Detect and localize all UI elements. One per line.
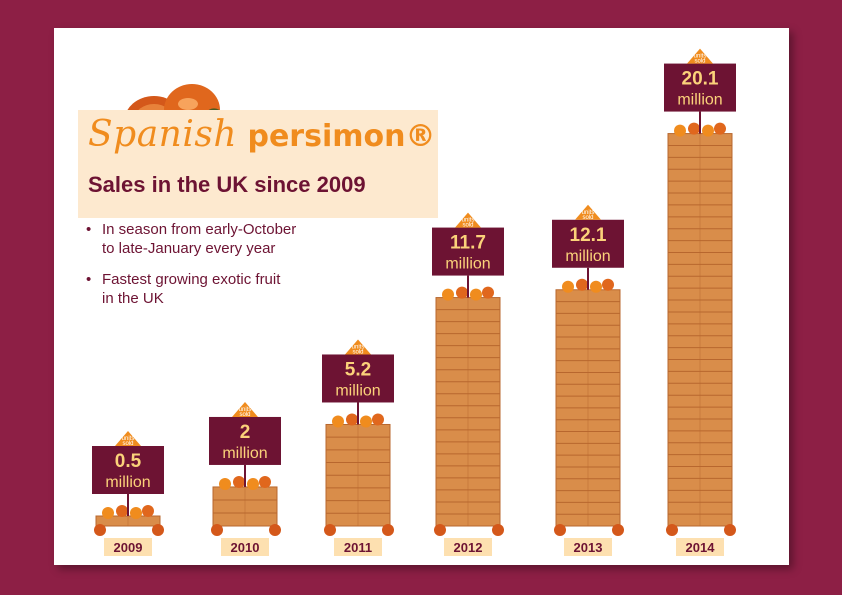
units-sold-tag-text: units: [582, 210, 595, 216]
persimmon-fruit-icon: [332, 415, 344, 428]
persimmon-fruit-icon: [456, 286, 468, 299]
units-sold-tag: [115, 431, 141, 446]
persimmon-fruit-icon: [324, 524, 336, 536]
units-sold-tag-text: sold: [462, 223, 473, 229]
persimmon-fruit-icon: [382, 524, 394, 536]
value-label: 12.1: [570, 225, 607, 246]
units-sold-tag-text: sold: [352, 349, 363, 355]
persimmon-fruit-icon: [482, 286, 494, 299]
year-label-bg: [444, 538, 492, 556]
value-sign: [209, 416, 281, 465]
year-label-bg: [104, 538, 152, 556]
year-label-bg: [221, 538, 269, 556]
persimmon-fruit-icon: [346, 413, 358, 426]
value-label: 11.7: [450, 233, 486, 254]
units-sold-tag-text: sold: [122, 441, 133, 447]
units-sold-tag-text: units: [122, 436, 135, 442]
persimmon-fruit-icon: [554, 524, 566, 536]
persimmon-fruit-icon: [724, 524, 736, 536]
year-label-bg: [676, 538, 724, 556]
persimmon-fruit-icon: [602, 278, 614, 291]
units-sold-tag-text: sold: [582, 215, 593, 221]
persimmon-fruit-icon: [116, 505, 128, 517]
value-unit-label: million: [677, 92, 722, 109]
persimmon-fruit-icon: [269, 524, 281, 536]
persimmon-fruit-icon: [714, 122, 726, 135]
value-unit-label: million: [335, 382, 380, 399]
persimmon-fruit-icon: [102, 507, 114, 519]
value-sign: [432, 227, 504, 276]
value-sign: [92, 446, 164, 494]
units-sold-tag: [345, 339, 371, 355]
units-sold-tag-text: units: [239, 407, 252, 413]
persimmon-fruit-icon: [562, 280, 574, 293]
year-tick-label: 2010: [231, 540, 260, 555]
brand-word: persimon®: [247, 119, 436, 154]
brand-logo: Spanish persimon®: [88, 114, 435, 155]
persimmon-fruit-icon: [94, 524, 106, 536]
value-sign: [322, 354, 394, 403]
persimmon-fruit-icon: [434, 524, 446, 536]
units-sold-tag: [687, 48, 713, 64]
bullet-item: Fastest growing exotic fruit in the UK: [86, 270, 386, 308]
units-sold-tag-text: units: [462, 218, 475, 224]
persimmon-fruit-icon: [470, 288, 482, 301]
bullet-line: Fastest growing exotic fruit: [102, 271, 281, 288]
persimmon-fruit-icon: [360, 415, 372, 428]
value-unit-label: million: [565, 248, 610, 265]
units-sold-tag: [575, 204, 601, 220]
persimmon-fruit-icon: [442, 288, 454, 301]
value-sign: [664, 63, 736, 112]
year-tick-label: 2013: [574, 540, 603, 555]
value-unit-label: million: [105, 474, 150, 491]
value-unit-label: million: [445, 256, 490, 273]
brand-script: Spanish: [88, 114, 238, 155]
persimmon-fruit-icon: [674, 124, 686, 137]
units-sold-tag-text: units: [694, 54, 707, 60]
persimmon-fruit-icon: [130, 507, 142, 519]
chart-subtitle: Sales in the UK since 2009: [88, 172, 366, 197]
year-tick-label: 2011: [344, 540, 372, 555]
value-label: 0.5: [115, 451, 142, 472]
units-sold-tag: [455, 212, 481, 228]
persimmon-fruit-icon: [576, 278, 588, 291]
bullet-list: In season from early-October to late-Jan…: [86, 220, 386, 320]
value-sign: [552, 219, 624, 268]
year-tick-label: 2009: [114, 540, 143, 555]
value-unit-label: million: [222, 445, 267, 462]
units-sold-tag: [232, 401, 258, 417]
infographic-card: Spanish persimon® Sales in the UK since …: [54, 28, 789, 565]
persimmon-fruit-icon: [152, 524, 164, 536]
persimmon-fruit-icon: [612, 524, 624, 536]
persimmon-fruit-icon: [688, 122, 700, 135]
bullet-line: to late-January every year: [102, 240, 276, 257]
bullet-line: in the UK: [102, 290, 164, 307]
value-label: 2: [240, 422, 251, 443]
units-sold-tag-text: sold: [694, 59, 705, 65]
units-sold-tag-text: units: [352, 344, 365, 350]
year-label-bg: [334, 538, 382, 556]
units-sold-tag-text: sold: [239, 412, 250, 418]
title-band: Spanish persimon® Sales in the UK since …: [78, 110, 438, 218]
persimmon-fruit-icon: [211, 524, 223, 536]
bullet-line: In season from early-October: [102, 221, 297, 238]
persimmon-fruit-icon: [372, 413, 384, 426]
persimmon-fruit-icon: [590, 280, 602, 293]
persimmon-fruit-icon: [219, 477, 231, 490]
persimmon-fruit-icon: [233, 475, 245, 488]
year-label-bg: [564, 538, 612, 556]
sales-chart: 0.5millionunitssold20092millionunitssold…: [92, 48, 736, 556]
year-tick-label: 2014: [686, 540, 716, 555]
bullet-item: In season from early-October to late-Jan…: [86, 220, 386, 258]
persimmon-fruit-icon: [492, 524, 504, 536]
persimmon-fruit-icon: [259, 475, 271, 488]
year-tick-label: 2012: [454, 540, 483, 555]
value-label: 5.2: [345, 359, 371, 380]
persimmon-fruit-icon: [666, 524, 678, 536]
value-label: 20.1: [682, 69, 719, 90]
persimmon-fruit-icon: [247, 477, 259, 490]
persimmon-fruit-icon: [702, 124, 714, 137]
persimmon-fruit-icon: [142, 505, 154, 517]
